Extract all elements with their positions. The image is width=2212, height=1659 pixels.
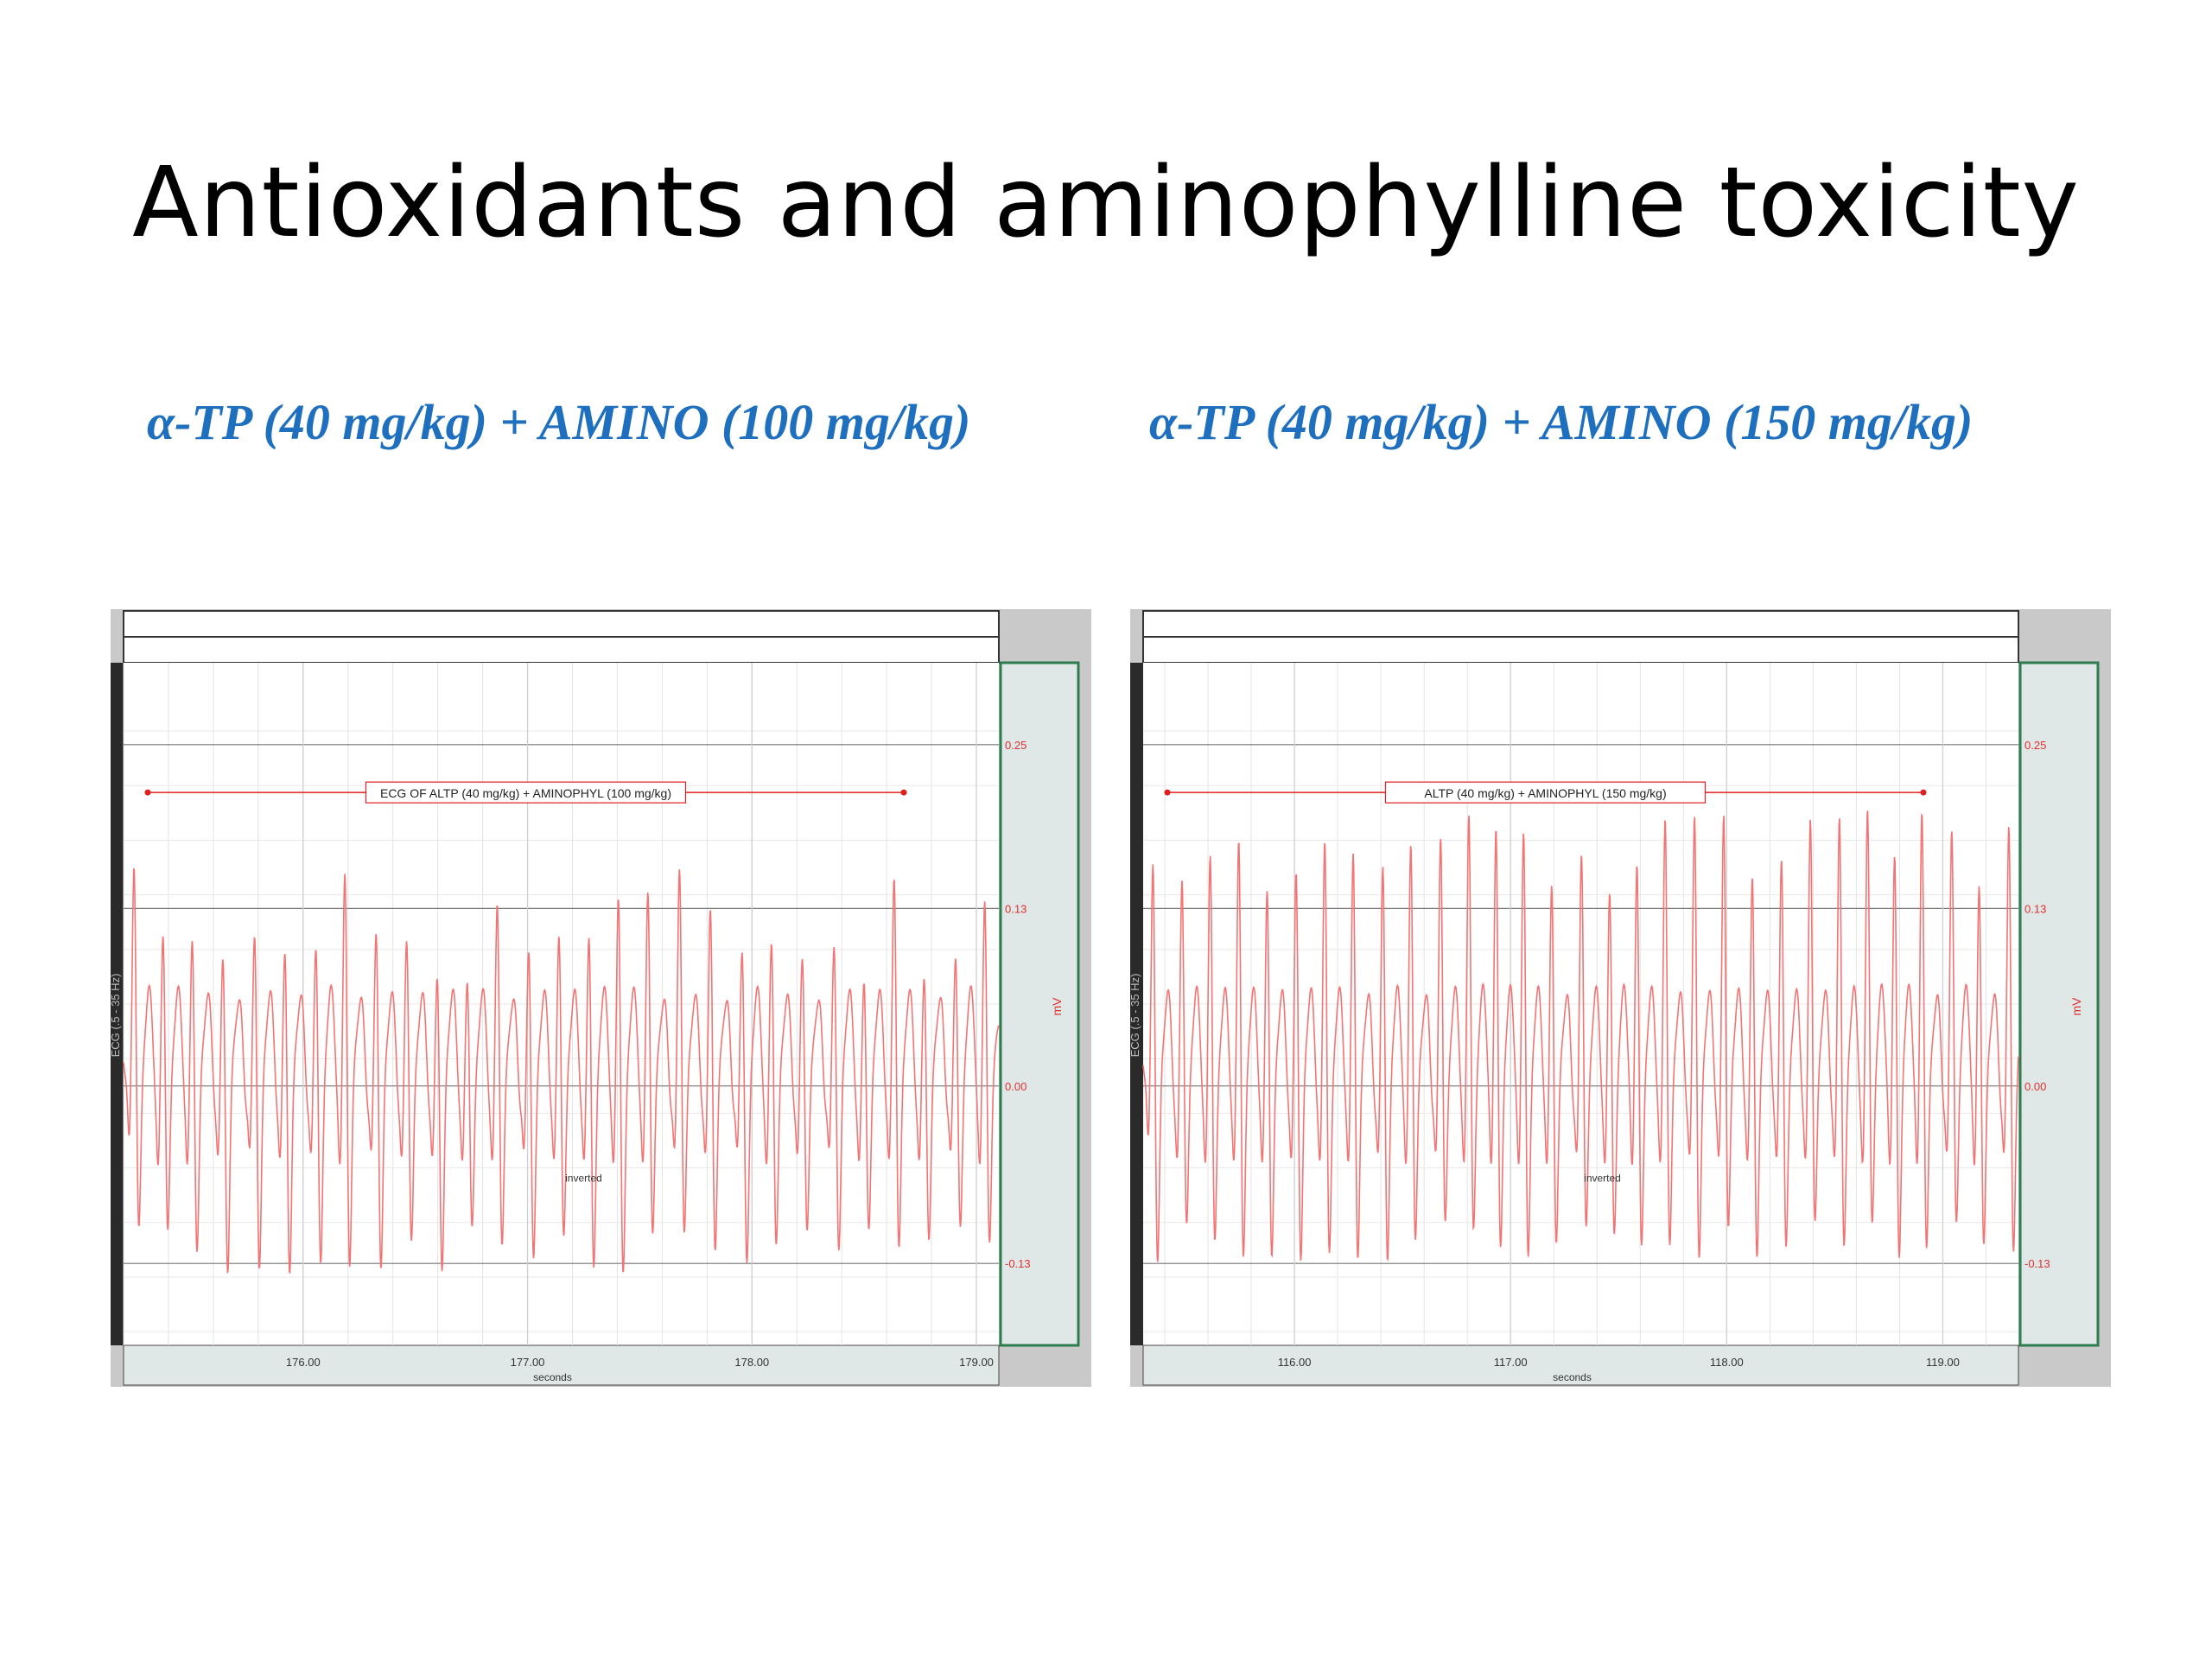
ecg-chart-svg: ECG (.5 - 35 Hz) 0.25 0.13 0.00 -0.13 mV 116.0…	[1130, 609, 2111, 1387]
channel-bar	[111, 663, 124, 1345]
y-tick-label: -0.13	[2024, 1257, 2050, 1270]
x-tick-label: 178.00	[734, 1356, 769, 1369]
x-axis-label: seconds	[1553, 1371, 1592, 1383]
y-tick-label: -0.13	[1005, 1257, 1031, 1270]
x-tick-label: 119.00	[1926, 1356, 1960, 1369]
y-axis-unit: mV	[2069, 997, 2083, 1016]
slide-title: Antioxidants and aminophylline toxicity	[132, 147, 2080, 259]
ecg-panel-right: ECG (.5 - 35 Hz) 0.25 0.13 0.00 -0.13 mV 116.0…	[1130, 609, 2111, 1387]
annotation-text: ECG OF ALTP (40 mg/kg) + AMINOPHYL (100 …	[380, 786, 671, 800]
chart-header-bar	[1142, 610, 2019, 638]
channel-bar	[1130, 663, 1143, 1345]
chart-title-right: α-TP (40 mg/kg) + AMINO (150 mg/kg)	[1149, 394, 1974, 450]
y-axis-panel	[2018, 661, 2100, 1347]
marker-label: inverted	[1584, 1172, 1621, 1184]
chart-header-bar	[123, 610, 1000, 638]
marker-label: inverted	[565, 1172, 602, 1184]
ecg-chart-svg: ECG (.5 - 35 Hz) 0.25 0.13 0.00 -0.13 mV 176.0…	[111, 609, 1091, 1387]
annotation-marker	[900, 789, 907, 796]
annotation-box	[365, 781, 687, 804]
annotation-text: ALTP (40 mg/kg) + AMINOPHYL (150 mg/kg)	[1424, 786, 1666, 800]
chart-title-left: α-TP (40 mg/kg) + AMINO (100 mg/kg)	[147, 394, 971, 450]
annotation-marker	[144, 789, 151, 796]
channel-label: ECG (.5 - 35 Hz)	[1130, 974, 1141, 1058]
channel-label: ECG (.5 - 35 Hz)	[111, 974, 122, 1058]
x-tick-label: 176.00	[286, 1356, 321, 1369]
x-axis-panel	[1142, 1344, 2019, 1386]
chart-header-bar	[1142, 636, 2019, 664]
x-tick-label: 177.00	[511, 1356, 545, 1369]
y-tick-label: 0.25	[1005, 739, 1027, 752]
annotation-marker	[1164, 789, 1171, 796]
y-tick-label: 0.13	[1005, 902, 1027, 915]
x-axis-panel	[123, 1344, 1000, 1386]
ecg-trace	[123, 868, 1000, 1274]
x-axis-label: seconds	[533, 1371, 572, 1383]
ecg-trace	[1142, 810, 2019, 1262]
ecg-panel-left: ECG (.5 - 35 Hz) 0.25 0.13 0.00 -0.13 mV 176.0…	[111, 609, 1091, 1387]
y-tick-label: 0.00	[1005, 1080, 1027, 1093]
y-tick-label: 0.13	[2024, 902, 2046, 915]
annotation-marker	[1920, 789, 1927, 796]
chart-header-bar	[123, 636, 1000, 664]
y-tick-label: 0.00	[2024, 1080, 2046, 1093]
y-tick-label: 0.25	[2024, 739, 2046, 752]
x-tick-label: 116.00	[1278, 1356, 1312, 1369]
x-tick-label: 118.00	[1710, 1356, 1744, 1369]
x-tick-label: 179.00	[959, 1356, 994, 1369]
annotation-box	[1384, 781, 1707, 804]
x-tick-label: 117.00	[1494, 1356, 1528, 1369]
y-axis-unit: mV	[1050, 997, 1064, 1016]
y-axis-panel	[999, 661, 1080, 1347]
